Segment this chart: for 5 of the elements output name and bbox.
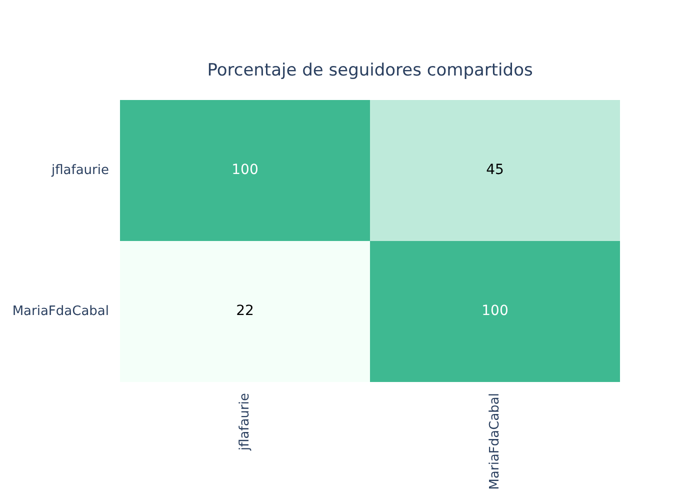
data-label: 22 — [236, 303, 254, 320]
data-label: 100 — [232, 162, 258, 178]
data-label: 45 — [486, 162, 504, 178]
chart-title: Porcentaje de seguidores compartidos — [207, 60, 533, 80]
data-label: 100 — [482, 303, 508, 320]
